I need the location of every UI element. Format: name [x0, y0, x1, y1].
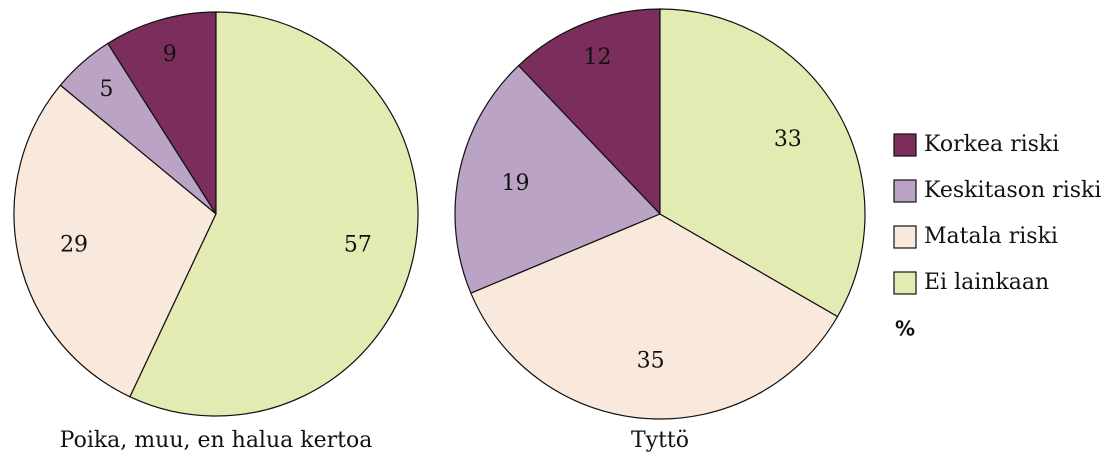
- pie-slice: [659, 8, 866, 318]
- pie-slice: [517, 8, 661, 216]
- data-label: 35: [637, 348, 665, 373]
- legend-label: Korkea riski: [924, 132, 1059, 157]
- legend-label: Ei lainkaan: [924, 270, 1049, 295]
- legend-label: Keskitason riski: [924, 178, 1101, 203]
- data-label: 19: [502, 171, 530, 196]
- pie-title: Tyttö: [631, 428, 689, 453]
- pie-title: Poika, muu, en halua kertoa: [60, 428, 373, 453]
- unit-label: %: [895, 317, 915, 341]
- pie-slice: [106, 11, 217, 217]
- legend-swatch: [893, 133, 917, 157]
- pie-slice: [470, 213, 839, 420]
- pie-slice: [129, 11, 419, 417]
- legend-swatch: [893, 271, 917, 295]
- legend-swatch: [893, 179, 917, 203]
- data-label: 29: [60, 233, 88, 258]
- data-label: 12: [584, 45, 612, 70]
- pie-slice: [454, 64, 662, 294]
- legend-label: Matala riski: [924, 224, 1058, 249]
- data-label: 5: [99, 77, 113, 102]
- legend-swatch: [893, 225, 917, 249]
- pie-slice: [13, 84, 217, 398]
- data-label: 33: [774, 127, 802, 152]
- data-label: 9: [163, 42, 177, 67]
- data-label: 57: [344, 233, 372, 258]
